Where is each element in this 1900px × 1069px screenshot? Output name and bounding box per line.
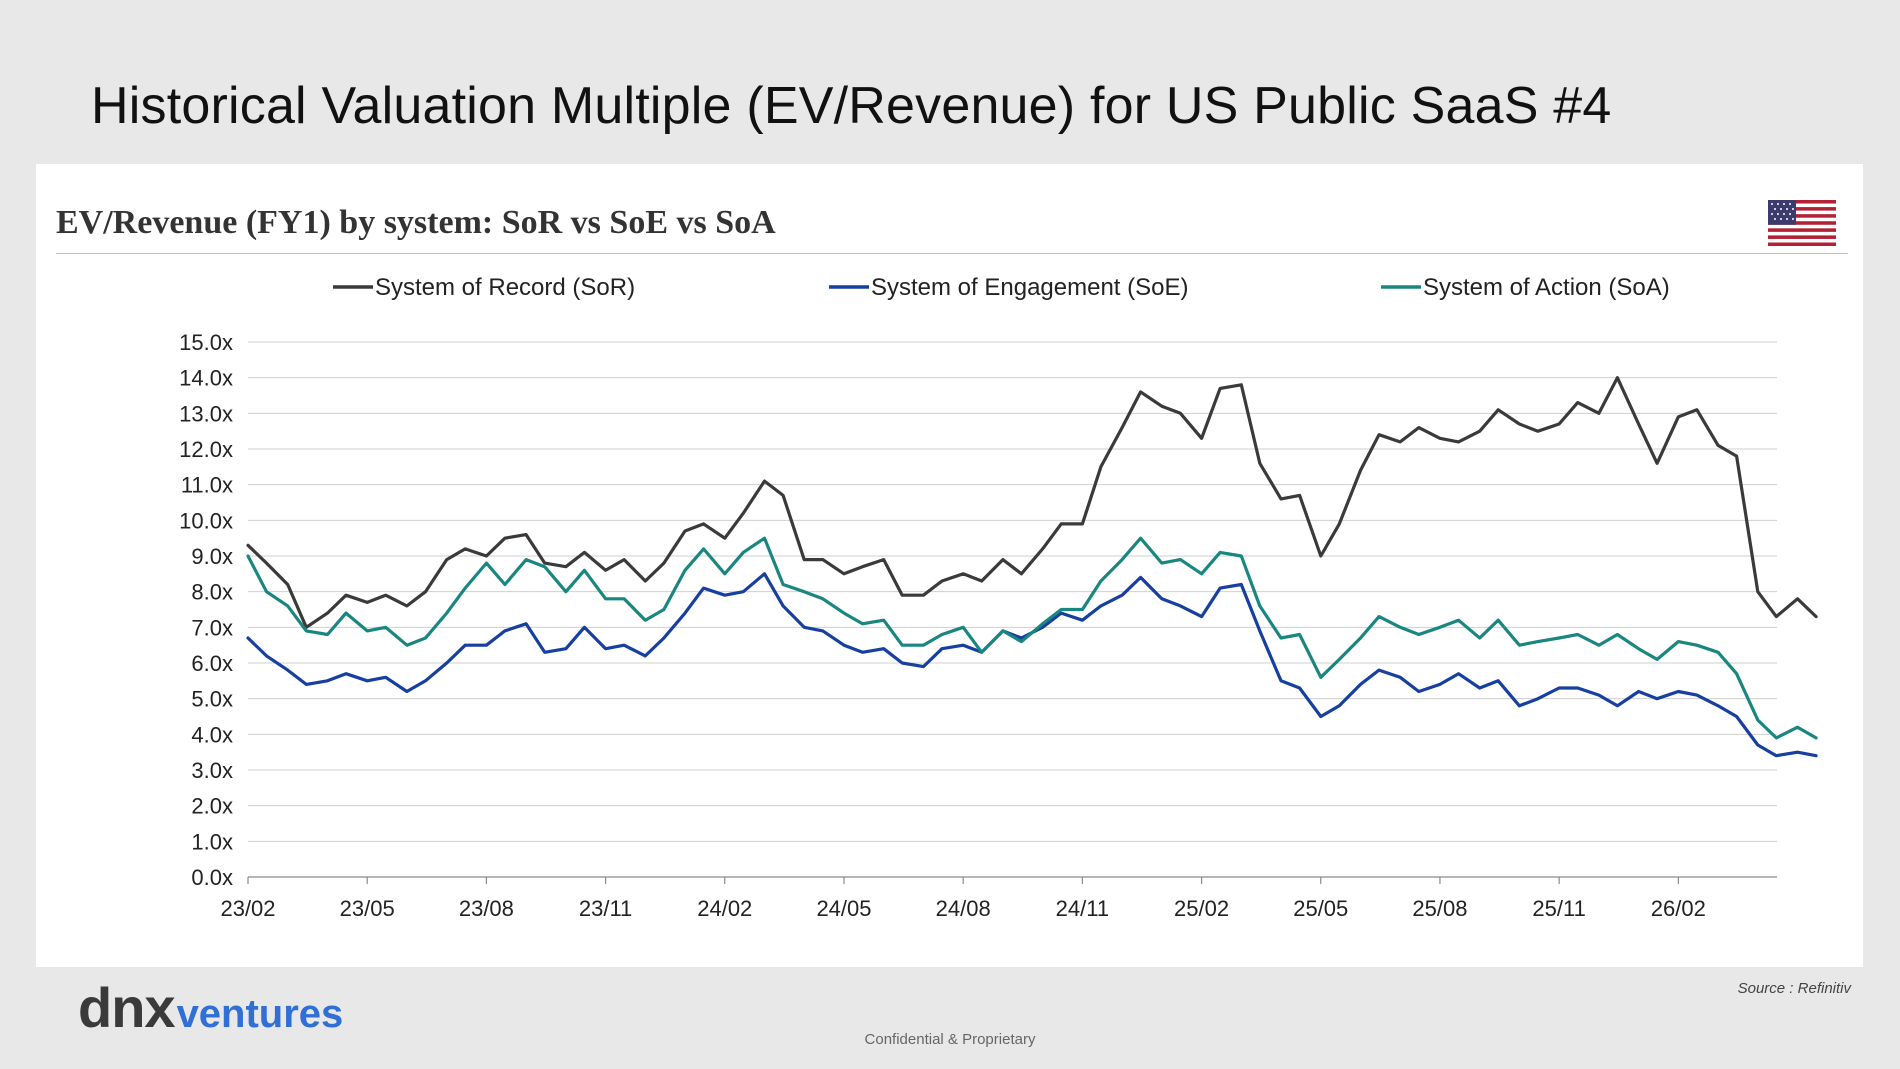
x-tick-label: 23/08	[459, 896, 514, 921]
us-flag-icon	[1768, 200, 1836, 246]
y-tick-label: 8.0x	[191, 580, 233, 605]
y-tick-label: 4.0x	[191, 722, 233, 747]
legend-label: System of Action (SoA)	[1423, 274, 1670, 301]
slide-title: Historical Valuation Multiple (EV/Revenu…	[91, 77, 1612, 135]
y-tick-label: 5.0x	[191, 687, 233, 712]
series-line-0	[246, 376, 1818, 629]
legend-label: System of Engagement (SoE)	[871, 274, 1188, 301]
y-tick-label: 13.0x	[179, 401, 233, 426]
x-tick-label: 25/08	[1412, 896, 1467, 921]
x-tick-label: 25/11	[1532, 896, 1585, 921]
y-tick-label: 0.0x	[191, 865, 233, 890]
x-tick-label: 23/11	[579, 896, 632, 921]
y-tick-label: 11.0x	[181, 473, 233, 498]
x-tick-label: 24/02	[697, 896, 752, 921]
x-tick-label: 26/02	[1651, 896, 1706, 921]
legend-label: System of Record (SoR)	[375, 274, 635, 301]
y-tick-label: 2.0x	[191, 794, 233, 819]
source-note: Source : Refinitiv	[1737, 980, 1851, 997]
y-tick-label: 14.0x	[179, 366, 233, 391]
y-tick-label: 6.0x	[191, 651, 233, 676]
logo-secondary: ventures	[176, 992, 344, 1036]
line-chart: 0.0x 1.0x 2.0x 3.0x 4.0x 5.0x 6.0x 7.0x 8.0x 9.0x…	[179, 274, 1818, 921]
x-tick-label: 25/02	[1174, 896, 1229, 921]
x-tick-label: 23/05	[340, 896, 395, 921]
y-tick-label: 3.0x	[191, 758, 233, 783]
x-tick-label: 24/05	[816, 896, 871, 921]
y-tick-label: 1.0x	[191, 829, 233, 854]
series-line-2	[246, 536, 1818, 740]
heading-divider	[56, 253, 1848, 254]
y-tick-label: 15.0x	[179, 330, 233, 355]
x-tick-label: 24/11	[1056, 896, 1109, 921]
y-tick-label: 10.0x	[179, 508, 233, 533]
x-tick-label: 24/08	[936, 896, 991, 921]
confidential-footer: Confidential & Proprietary	[864, 1031, 1036, 1048]
y-tick-label: 7.0x	[191, 615, 233, 640]
chart-title: EV/Revenue (FY1) by system: SoR vs SoE v…	[56, 204, 776, 241]
series-line-1	[246, 572, 1818, 758]
x-tick-label: 25/05	[1293, 896, 1348, 921]
x-tick-label: 23/02	[220, 896, 275, 921]
chart-panel: EV/Revenue (FY1) by system: SoR vs SoE v…	[36, 164, 1863, 967]
dnx-ventures-logo: dnxventures	[78, 975, 343, 1040]
logo-primary: dnx	[78, 976, 176, 1039]
y-tick-label: 12.0x	[179, 437, 233, 462]
y-tick-label: 9.0x	[191, 544, 233, 569]
